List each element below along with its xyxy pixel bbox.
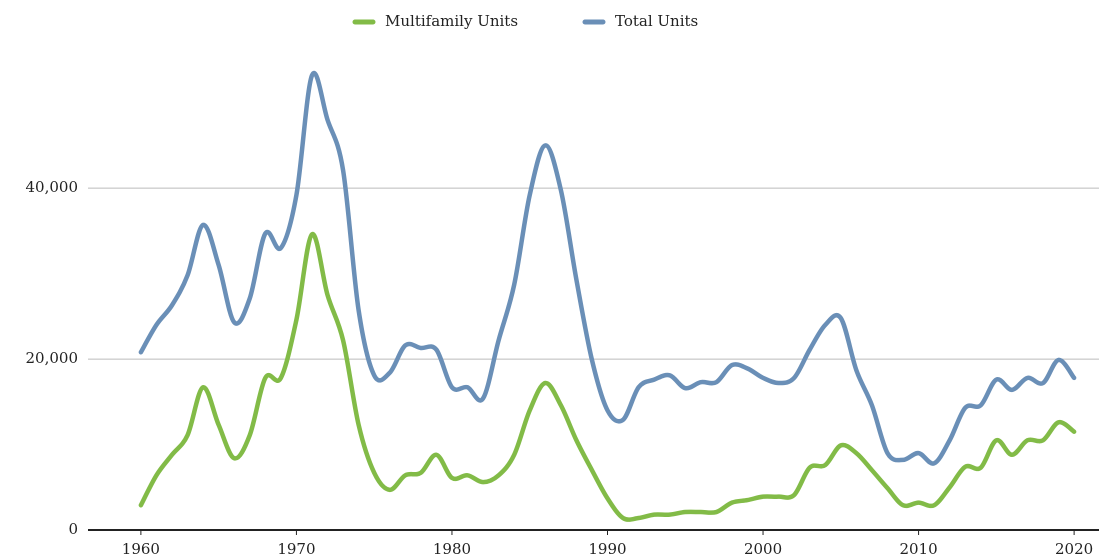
- x-tick-label: 1980: [433, 540, 471, 558]
- x-tick-label: 2000: [744, 540, 782, 558]
- series-line: [138, 232, 1077, 522]
- series-line: [138, 70, 1077, 466]
- y-tick-label: 40,000: [26, 178, 79, 196]
- legend-label: Total Units: [615, 12, 698, 30]
- x-tick-label: 1960: [122, 540, 160, 558]
- y-tick-label: 0: [68, 520, 78, 538]
- x-tick-label: 2020: [1055, 540, 1093, 558]
- x-tick-label: 1970: [277, 540, 315, 558]
- legend-label: Multifamily Units: [385, 12, 518, 30]
- x-tick-label: 1990: [588, 540, 626, 558]
- x-tick-label: 2010: [899, 540, 937, 558]
- y-tick-label: 20,000: [26, 349, 79, 367]
